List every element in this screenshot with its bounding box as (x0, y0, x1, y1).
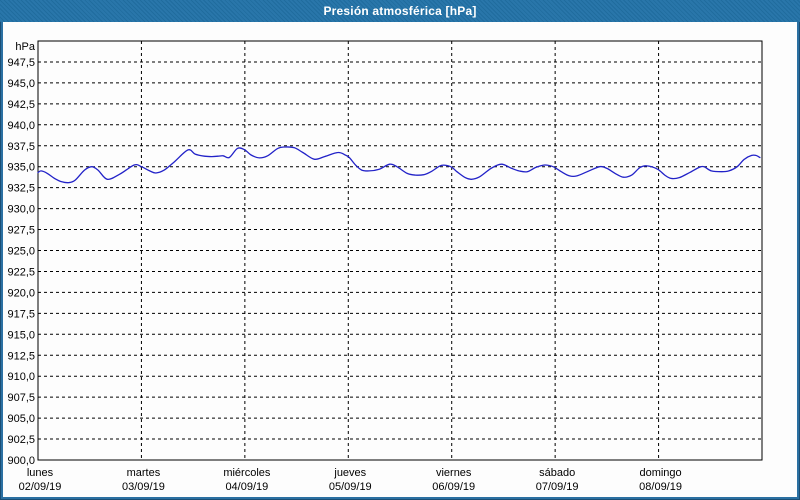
x-axis-day-label: lunes (27, 467, 54, 479)
x-axis-day-label: jueves (333, 467, 366, 479)
y-axis-tick-label: 932,5 (7, 183, 35, 195)
page-title: Presión atmosférica [hPa] (323, 4, 477, 18)
y-axis-tick-label: 922,5 (7, 266, 35, 278)
pressure-series-line (37, 146, 761, 184)
plot-border (37, 40, 763, 461)
x-axis-date-label: 05/09/19 (329, 481, 372, 493)
x-axis-day-label: viernes (436, 467, 472, 479)
x-axis-day-label: martes (127, 467, 161, 479)
y-axis-tick-label: 940,0 (7, 120, 35, 132)
x-axis-date-label: 02/09/19 (19, 481, 62, 493)
x-axis-day-label: miércoles (223, 467, 271, 479)
x-axis-date-label: 04/09/19 (225, 481, 268, 493)
y-axis-tick-label: 945,0 (7, 78, 35, 90)
x-axis-date-label: 08/09/19 (639, 481, 682, 493)
y-axis-tick-label: 920,0 (7, 287, 35, 299)
y-axis-tick-label: 947,5 (7, 57, 35, 69)
y-axis-tick-label: 910,0 (7, 371, 35, 383)
y-axis-tick-label: 925,0 (7, 246, 35, 258)
x-axis-date-label: 06/09/19 (432, 481, 475, 493)
y-axis-tick-label: 935,0 (7, 162, 35, 174)
x-axis-date-label: 03/09/19 (122, 481, 165, 493)
y-axis-tick-label: 942,5 (7, 99, 35, 111)
chart-panel: 947,5 945,0 942,5 940,0 937,5 935,0 932,5 930,0… (3, 22, 797, 497)
y-axis-tick-label: 917,5 (7, 308, 35, 320)
y-axis-tick-label: 905,0 (7, 413, 35, 425)
pressure-line-chart: 947,5 945,0 942,5 940,0 937,5 935,0 932,5 930,0… (7, 40, 763, 493)
y-axis-tick-label: 900,0 (7, 455, 35, 467)
y-axis-tick-label: 912,5 (7, 350, 35, 362)
x-axis-day-label: sábado (539, 467, 575, 479)
y-axis-tick-label: 907,5 (7, 392, 35, 404)
y-axis-unit-label: hPa (15, 41, 35, 53)
y-axis-tick-label: 915,0 (7, 329, 35, 341)
y-axis-tick-label: 927,5 (7, 225, 35, 237)
x-axis-day-label: domingo (639, 467, 681, 479)
y-axis-tick-label: 930,0 (7, 204, 35, 216)
window-titlebar: Presión atmosférica [hPa] (0, 0, 800, 22)
x-axis-date-label: 07/09/19 (536, 481, 579, 493)
y-axis-tick-label: 902,5 (7, 434, 35, 446)
y-axis-tick-label: 937,5 (7, 141, 35, 153)
